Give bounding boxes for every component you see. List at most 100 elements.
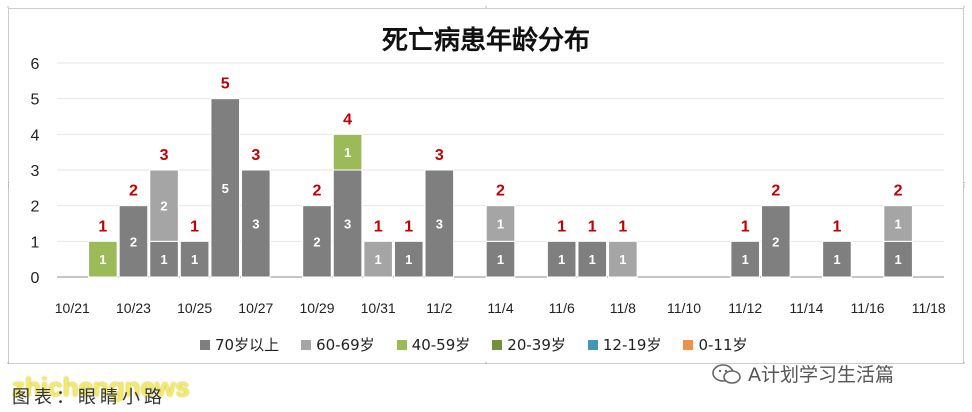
legend-item: 0-11岁 [683, 334, 748, 355]
bar-segment [241, 169, 271, 278]
resize-handle-left[interactable]: ⋮ [5, 182, 12, 189]
resize-handle-top-right[interactable]: ◦ [962, 4, 966, 11]
chart-plot: 0 1 2 3 4 5 6 10/21 10/23 10/25 10/27 10/29 10/31 11/… [31, 56, 946, 316]
legend-swatch [200, 339, 210, 350]
resize-handle-top-left[interactable]: ◦ [6, 4, 10, 11]
bar-segment-label: 1 [895, 252, 902, 267]
bar-segment-label: 1 [895, 217, 902, 232]
bar-segment [546, 240, 577, 278]
bar-total-label: 3 [435, 147, 444, 164]
legend-label: 70岁以上 [215, 336, 280, 354]
bar-total-label: 1 [832, 218, 841, 235]
bar-segment [88, 240, 118, 278]
legend-item: 12-19岁 [587, 334, 661, 355]
y-tick-label: 3 [31, 163, 40, 180]
bar-segment-label: 1 [833, 252, 840, 267]
bar-segment-label: 1 [99, 252, 106, 267]
x-tick-label: 11/14 [789, 300, 823, 316]
bar-total-label: 1 [588, 218, 597, 235]
x-tick-label: 11/8 [610, 300, 636, 316]
x-tick-label: 11/16 [851, 300, 885, 316]
resize-handle-right[interactable]: ⋮ [961, 182, 968, 189]
legend-swatch [683, 339, 694, 350]
bar-total-label: 2 [894, 183, 903, 200]
bar-segment [424, 169, 455, 278]
watermark-text: zhichengnews [12, 372, 190, 402]
bar-segment [302, 205, 332, 278]
bar-segment-label: 2 [130, 234, 137, 249]
resize-handle-bottom-right[interactable]: ◦ [962, 360, 966, 367]
bar-segment [210, 98, 241, 278]
x-tick-label: 11/2 [426, 300, 452, 316]
legend-swatch [492, 339, 503, 350]
figure-caption: 图表：眼睛小路 [12, 387, 166, 408]
bar-total-label: 1 [618, 218, 627, 235]
legend-item: 20-39岁 [492, 334, 566, 355]
legend-item: 60-69岁 [301, 334, 375, 355]
bar-segment-label: 1 [742, 252, 749, 267]
bar-total-label: 2 [313, 183, 322, 200]
chart-legend: 70岁以上 60-69岁 40-59岁 20-39岁 12-19岁 0-11岁 [200, 334, 748, 355]
bar-segment [883, 205, 913, 242]
resize-handle-top[interactable]: ◦ [484, 4, 488, 11]
legend-label: 60-69岁 [316, 336, 375, 354]
bar-segment [485, 205, 516, 242]
bar-total-label: 3 [251, 147, 260, 164]
wechat-account-name: A计划学习生活篇 [748, 364, 894, 386]
bar-segment-label: 3 [252, 217, 259, 232]
bar-total-label: 1 [98, 218, 107, 235]
bar-total-label: 1 [404, 218, 413, 235]
bar-total-label: 2 [496, 183, 505, 200]
bar-segment [363, 240, 393, 278]
legend-label: 40-59岁 [411, 336, 471, 354]
chart-title: 死亡病患年龄分布 [381, 26, 590, 56]
bar-segment [760, 205, 791, 278]
y-tick-label: 1 [31, 234, 40, 251]
legend-label: 0-11岁 [698, 336, 748, 354]
wechat-account-badge: A计划学习生活篇 [710, 360, 894, 387]
bar-segment [730, 240, 760, 278]
y-tick-label: 4 [31, 127, 40, 144]
legend-item: 40-59岁 [396, 334, 471, 355]
x-tick-label: 10/27 [238, 300, 273, 316]
legend-swatch [587, 339, 598, 350]
bar-segment [577, 240, 608, 278]
x-tick-label: 10/25 [177, 300, 212, 316]
bar-segment-label: 2 [160, 199, 167, 214]
legend-swatch [396, 339, 407, 350]
bar-total-label: 3 [160, 147, 169, 164]
bar-segment-label: 2 [313, 234, 320, 249]
x-tick-label: 11/10 [667, 300, 701, 316]
bar-segment-label: 1 [160, 252, 167, 267]
bar-segment-label: 1 [344, 145, 351, 160]
bar-segment [118, 205, 149, 278]
bar-segment-label: 1 [558, 252, 565, 267]
bar-segment-label: 1 [589, 252, 596, 267]
bar-total-label: 1 [557, 218, 566, 235]
legend-item: 70岁以上 [200, 334, 279, 355]
x-tick-label: 11/6 [549, 300, 575, 316]
x-tick-label: 11/4 [487, 300, 513, 316]
bar-total-label: 5 [221, 76, 230, 93]
resize-handle-bottom[interactable]: ◦ [484, 360, 488, 367]
bar-segment-label: 3 [436, 217, 443, 232]
bar-segment-label: 1 [405, 252, 412, 267]
x-tick-label: 10/31 [361, 300, 396, 316]
bar-total-label: 1 [190, 218, 199, 235]
bar-total-label: 1 [741, 218, 750, 235]
bar-segment-label: 3 [344, 217, 351, 232]
bar-segment-label: 1 [191, 252, 198, 267]
bar-segment-label: 1 [375, 252, 382, 267]
bar-total-label: 2 [129, 183, 138, 200]
legend-swatch [301, 339, 312, 350]
bar-segment [822, 240, 852, 278]
resize-handle-bottom-left[interactable]: ◦ [6, 360, 10, 367]
bar-total-label: 4 [343, 111, 352, 128]
bar-segment [149, 169, 179, 242]
bar-segment [179, 240, 210, 278]
y-tick-label: 2 [31, 199, 40, 216]
bar-segment [332, 169, 363, 278]
bar-total-label: 1 [374, 218, 383, 235]
bar-segment-label: 1 [619, 252, 626, 267]
x-tick-label: 10/21 [55, 300, 90, 316]
